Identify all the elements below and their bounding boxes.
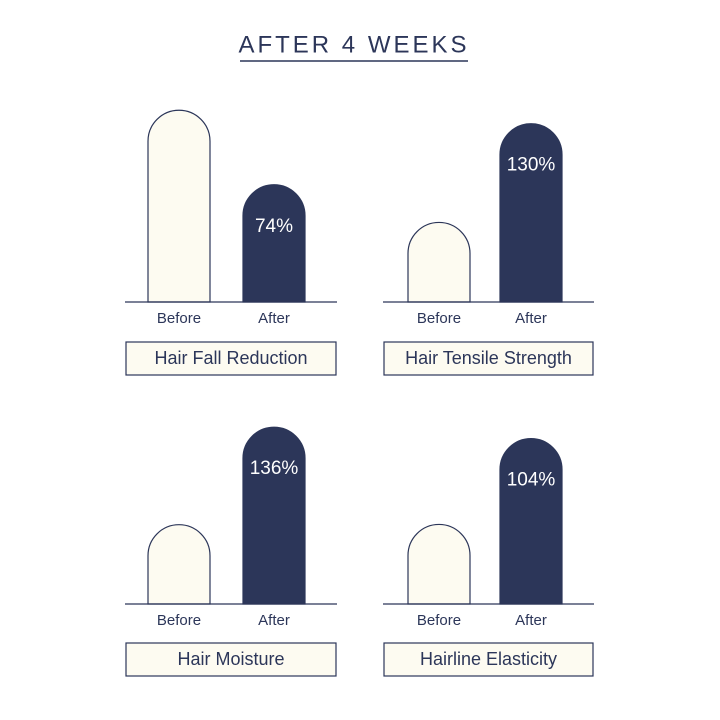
category-label: After [515, 612, 547, 629]
value-label: 104% [507, 470, 556, 491]
category-label: Before [157, 612, 201, 629]
chart-title: Hair Fall Reduction [154, 348, 307, 368]
category-label: Before [417, 612, 461, 629]
value-label: 130% [507, 155, 556, 176]
bar [407, 221, 471, 303]
value-label: 74% [255, 216, 293, 237]
bar [242, 426, 306, 605]
bar [499, 438, 563, 605]
category-label: After [258, 612, 290, 629]
bar [242, 184, 306, 303]
bar [407, 523, 471, 605]
title-box [125, 341, 337, 376]
category-label: Before [157, 310, 201, 327]
chart-title: Hairline Elasticity [420, 649, 557, 669]
title-box [383, 341, 594, 376]
category-label: After [258, 310, 290, 327]
bar [499, 123, 563, 303]
chart-title: Hair Tensile Strength [405, 348, 572, 368]
bar [147, 109, 211, 303]
title-box [383, 642, 594, 677]
bar [147, 524, 211, 605]
title-box [125, 642, 337, 677]
category-label: Before [417, 310, 461, 327]
value-label: 136% [250, 458, 299, 479]
page-title: AFTER 4 WEEKS [238, 31, 469, 58]
category-label: After [515, 310, 547, 327]
chart-title: Hair Moisture [177, 649, 284, 669]
